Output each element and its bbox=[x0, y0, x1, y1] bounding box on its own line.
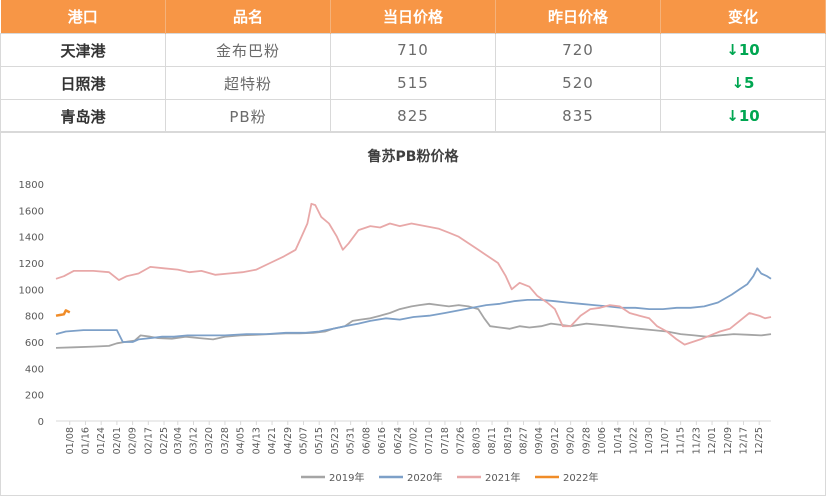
x-tick-label: 03/04 bbox=[173, 427, 184, 454]
x-tick-label: 01/08 bbox=[65, 427, 76, 454]
x-tick-label: 06/08 bbox=[361, 427, 372, 454]
x-tick-label: 08/19 bbox=[503, 427, 514, 454]
chart-container: 鲁苏PB粉价格 0 200 400 600 800 1000 1200 1400 1600 180… bbox=[0, 131, 826, 496]
x-tick-label: 03/12 bbox=[189, 427, 200, 454]
x-tick-label: 05/15 bbox=[314, 427, 325, 454]
x-tick-label: 11/07 bbox=[660, 427, 671, 454]
chart-title: 鲁苏PB粉价格 bbox=[367, 148, 460, 165]
x-tick-label: 08/27 bbox=[519, 427, 530, 454]
y-tick-label: 1400 bbox=[19, 233, 44, 244]
table-row: 青岛港 PB粉 825 835 ↓10 bbox=[0, 99, 826, 133]
x-tick-label: 07/02 bbox=[409, 427, 420, 454]
x-tick-label: 02/25 bbox=[159, 427, 170, 454]
change-cell: ↓10 bbox=[660, 33, 826, 67]
x-tick-label: 08/03 bbox=[471, 427, 482, 454]
y-tick-label: 200 bbox=[25, 391, 44, 402]
header-port: 港口 bbox=[0, 0, 166, 34]
yesterday-price-cell: 520 bbox=[495, 66, 661, 100]
series-layer bbox=[55, 202, 772, 349]
x-tick-label: 08/11 bbox=[487, 427, 498, 454]
product-cell: 超特粉 bbox=[165, 66, 331, 100]
table-row: 天津港 金布巴粉 710 720 ↓10 bbox=[0, 33, 826, 67]
x-tick-label: 09/04 bbox=[534, 427, 545, 454]
y-tick-label: 400 bbox=[25, 364, 44, 375]
x-tick-label: 11/23 bbox=[691, 427, 702, 454]
x-tick-label: 02/01 bbox=[112, 427, 123, 454]
today-price-cell: 825 bbox=[330, 99, 496, 133]
y-tick-label: 1800 bbox=[19, 180, 44, 191]
y-tick-label: 0 bbox=[38, 417, 44, 428]
x-axis: 01/08 01/16 01/24 02/01 02/09 02/17 02/25 03/04… bbox=[56, 420, 771, 454]
product-cell: PB粉 bbox=[165, 99, 331, 133]
x-tick-label: 10/22 bbox=[629, 427, 640, 454]
x-tick-label: 10/30 bbox=[644, 427, 655, 454]
x-tick-label: 10/06 bbox=[597, 427, 608, 454]
x-tick-label: 12/17 bbox=[739, 427, 750, 454]
x-tick-label: 12/01 bbox=[707, 427, 718, 454]
y-tick-label: 1000 bbox=[19, 285, 44, 296]
legend-label: 2019年 bbox=[329, 471, 364, 484]
yesterday-price-cell: 835 bbox=[495, 99, 661, 133]
x-tick-label: 07/10 bbox=[424, 427, 435, 454]
legend: 2019年 2020年 2021年 2022年 bbox=[301, 471, 598, 484]
x-tick-label: 09/12 bbox=[550, 427, 561, 454]
x-tick-label: 06/24 bbox=[393, 427, 404, 454]
header-yesterday-price: 昨日价格 bbox=[495, 0, 661, 34]
x-tick-label: 01/24 bbox=[96, 427, 107, 454]
product-cell: 金布巴粉 bbox=[165, 33, 331, 67]
change-cell: ↓10 bbox=[660, 99, 826, 133]
x-tick-label: 05/31 bbox=[346, 427, 357, 454]
line-chart: 鲁苏PB粉价格 0 200 400 600 800 1000 1200 1400 1600 180… bbox=[19, 148, 772, 484]
y-tick-label: 800 bbox=[25, 312, 44, 323]
series-line bbox=[55, 302, 772, 349]
x-tick-label: 11/15 bbox=[676, 427, 687, 454]
y-axis: 0 200 400 600 800 1000 1200 1400 1600 1800 bbox=[19, 180, 44, 428]
x-tick-label: 12/09 bbox=[723, 427, 734, 454]
series-line bbox=[55, 309, 71, 317]
y-tick-label: 1600 bbox=[19, 206, 44, 217]
x-tick-label: 12/25 bbox=[754, 427, 765, 454]
x-tick-label: 04/13 bbox=[251, 427, 262, 454]
x-tick-label: 02/09 bbox=[128, 427, 139, 454]
port-cell: 青岛港 bbox=[0, 99, 166, 133]
price-table: 港口 品名 当日价格 昨日价格 变化 天津港 金布巴粉 710 720 ↓10 … bbox=[0, 0, 826, 133]
x-tick-label: 07/18 bbox=[440, 427, 451, 454]
header-change: 变化 bbox=[660, 0, 826, 34]
x-tick-label: 09/20 bbox=[566, 427, 577, 454]
legend-label: 2021年 bbox=[485, 471, 520, 484]
x-tick-label: 05/07 bbox=[299, 427, 310, 454]
header-product: 品名 bbox=[165, 0, 331, 34]
x-tick-label: 07/26 bbox=[456, 427, 467, 454]
change-cell: ↓5 bbox=[660, 66, 826, 100]
x-tick-label: 05/23 bbox=[330, 427, 341, 454]
today-price-cell: 710 bbox=[330, 33, 496, 67]
port-cell: 天津港 bbox=[0, 33, 166, 67]
x-tick-label: 01/16 bbox=[80, 427, 91, 454]
yesterday-price-cell: 720 bbox=[495, 33, 661, 67]
x-tick-label: 09/28 bbox=[581, 427, 592, 454]
header-today-price: 当日价格 bbox=[330, 0, 496, 34]
today-price-cell: 515 bbox=[330, 66, 496, 100]
y-tick-label: 600 bbox=[25, 338, 44, 349]
x-tick-label: 02/17 bbox=[143, 427, 154, 454]
x-tick-label: 06/16 bbox=[377, 427, 388, 454]
table-header-row: 港口 品名 当日价格 昨日价格 变化 bbox=[0, 0, 826, 34]
x-tick-label: 10/14 bbox=[613, 427, 624, 454]
x-tick-label: 04/21 bbox=[267, 427, 278, 454]
x-tick-label: 04/05 bbox=[236, 427, 247, 454]
y-tick-label: 1200 bbox=[19, 259, 44, 270]
series-line bbox=[55, 267, 772, 343]
legend-label: 2020年 bbox=[407, 471, 442, 484]
x-tick-label: 04/29 bbox=[283, 427, 294, 454]
legend-label: 2022年 bbox=[563, 471, 598, 484]
x-tick-label: 03/20 bbox=[204, 427, 215, 454]
x-tick-label: 03/28 bbox=[220, 427, 231, 454]
port-cell: 日照港 bbox=[0, 66, 166, 100]
series-line bbox=[55, 202, 772, 346]
table-row: 日照港 超特粉 515 520 ↓5 bbox=[0, 66, 826, 100]
